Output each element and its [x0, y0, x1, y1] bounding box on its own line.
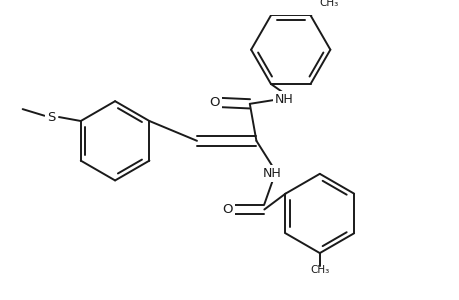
Text: S: S — [47, 110, 56, 124]
Text: O: O — [208, 96, 219, 109]
Text: NH: NH — [262, 167, 281, 180]
Text: CH₃: CH₃ — [309, 265, 329, 275]
Text: NH: NH — [274, 93, 293, 106]
Text: CH₃: CH₃ — [319, 0, 338, 8]
Text: O: O — [222, 203, 232, 216]
